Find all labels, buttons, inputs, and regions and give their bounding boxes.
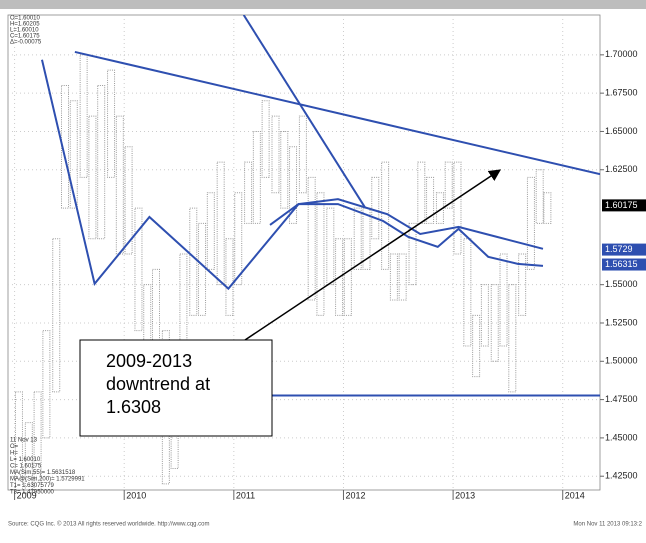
info-line: 11 Nov 13 [10, 438, 38, 444]
x-tick-label: 2012 [345, 490, 365, 500]
price-bar [316, 192, 325, 316]
y-tick-label: 1.62500 [605, 164, 638, 174]
price-bar [535, 169, 544, 224]
x-tick-label: 2011 [236, 490, 255, 500]
price-bar [518, 253, 527, 316]
x-tick-label: 2010 [126, 490, 146, 500]
price-bar [52, 238, 61, 393]
y-tick-label: 1.47500 [605, 394, 638, 404]
price-bar [14, 391, 23, 490]
info-line: T3= 1.47950000 [10, 490, 55, 496]
price-bar [152, 268, 160, 362]
y-tick-label: 1.52500 [605, 317, 638, 327]
info-line: MA@(Sim,200)= 1.5729991 [10, 477, 85, 483]
price-bar [198, 222, 207, 316]
y-tick-label: 1.67500 [605, 88, 638, 98]
x-tick-label: 2009 [17, 490, 37, 500]
price-bar [417, 161, 426, 224]
info-line: Δ=-0.00075 [10, 40, 42, 46]
price-bar [543, 192, 552, 224]
price-bar [24, 422, 33, 490]
info-line: C= 1.60175 [10, 464, 42, 470]
price-bar [115, 115, 124, 255]
y-tick-label: 1.45000 [605, 432, 638, 442]
info-line: O=1.60010 [10, 16, 41, 22]
info-line: T1= 1.63075779 [10, 483, 55, 489]
price-tag-label: 1.56315 [605, 259, 638, 269]
y-tick-label: 1.65000 [605, 126, 638, 136]
top-bar [0, 0, 646, 9]
info-line: L=1.60010 [10, 28, 39, 34]
y-tick-label: 1.55000 [605, 279, 638, 289]
price-bar [179, 253, 188, 378]
price-bar [244, 161, 253, 224]
price-bar [33, 391, 42, 490]
price-bar [88, 115, 97, 240]
y-tick-label: 1.70000 [605, 49, 638, 59]
annotation-box [79, 339, 273, 437]
moving-average [41, 59, 544, 291]
price-bar [97, 84, 106, 240]
price-bar [472, 314, 481, 378]
price-bar [371, 176, 380, 240]
annotation-text: downtrend at [106, 374, 210, 394]
price-tag [602, 243, 646, 256]
price-bar [453, 161, 462, 255]
price-bar [79, 54, 88, 178]
annotation-text: 2009-2013 [106, 351, 192, 371]
trend-line [74, 50, 600, 176]
price-bar [216, 161, 225, 286]
price-bar [61, 84, 70, 209]
price-tag [602, 199, 646, 212]
price-bar [499, 253, 508, 347]
price-bar [408, 222, 417, 286]
price-bar [480, 284, 489, 347]
x-tick-label: 2014 [565, 490, 585, 500]
x-tick-label: 2013 [455, 490, 475, 500]
price-bar [362, 207, 371, 270]
price-bar [353, 207, 362, 270]
arrow [244, 169, 501, 341]
price-tag-label: 1.60175 [605, 200, 638, 210]
price-bar [307, 176, 316, 301]
price-bar [252, 130, 261, 224]
price-bar [134, 207, 143, 332]
price-tag [602, 258, 646, 271]
info-line: C=1.60175 [10, 34, 40, 40]
timestamp: Mon Nov 11 2013 09:13:2 [573, 522, 642, 528]
price-bar [234, 192, 243, 286]
y-tick-label: 1.50000 [605, 356, 638, 366]
trend-line [242, 15, 367, 209]
y-tick-label: 1.42500 [605, 471, 638, 481]
annotation-text: 1.6308 [106, 397, 161, 417]
moving-average [269, 198, 544, 250]
price-bar [526, 176, 535, 270]
info-line: L= 1.60010 [10, 457, 41, 463]
info-line: MA(Sim,55)= 1.5631518 [10, 470, 76, 476]
source: Source: CQG Inc. © 2013 All rights reser… [8, 521, 210, 528]
info-line: H=1.60205 [10, 22, 40, 28]
info-line: H= [10, 451, 18, 457]
info-line: O= [10, 444, 19, 450]
price-tag-label: 1.5729 [605, 244, 633, 254]
